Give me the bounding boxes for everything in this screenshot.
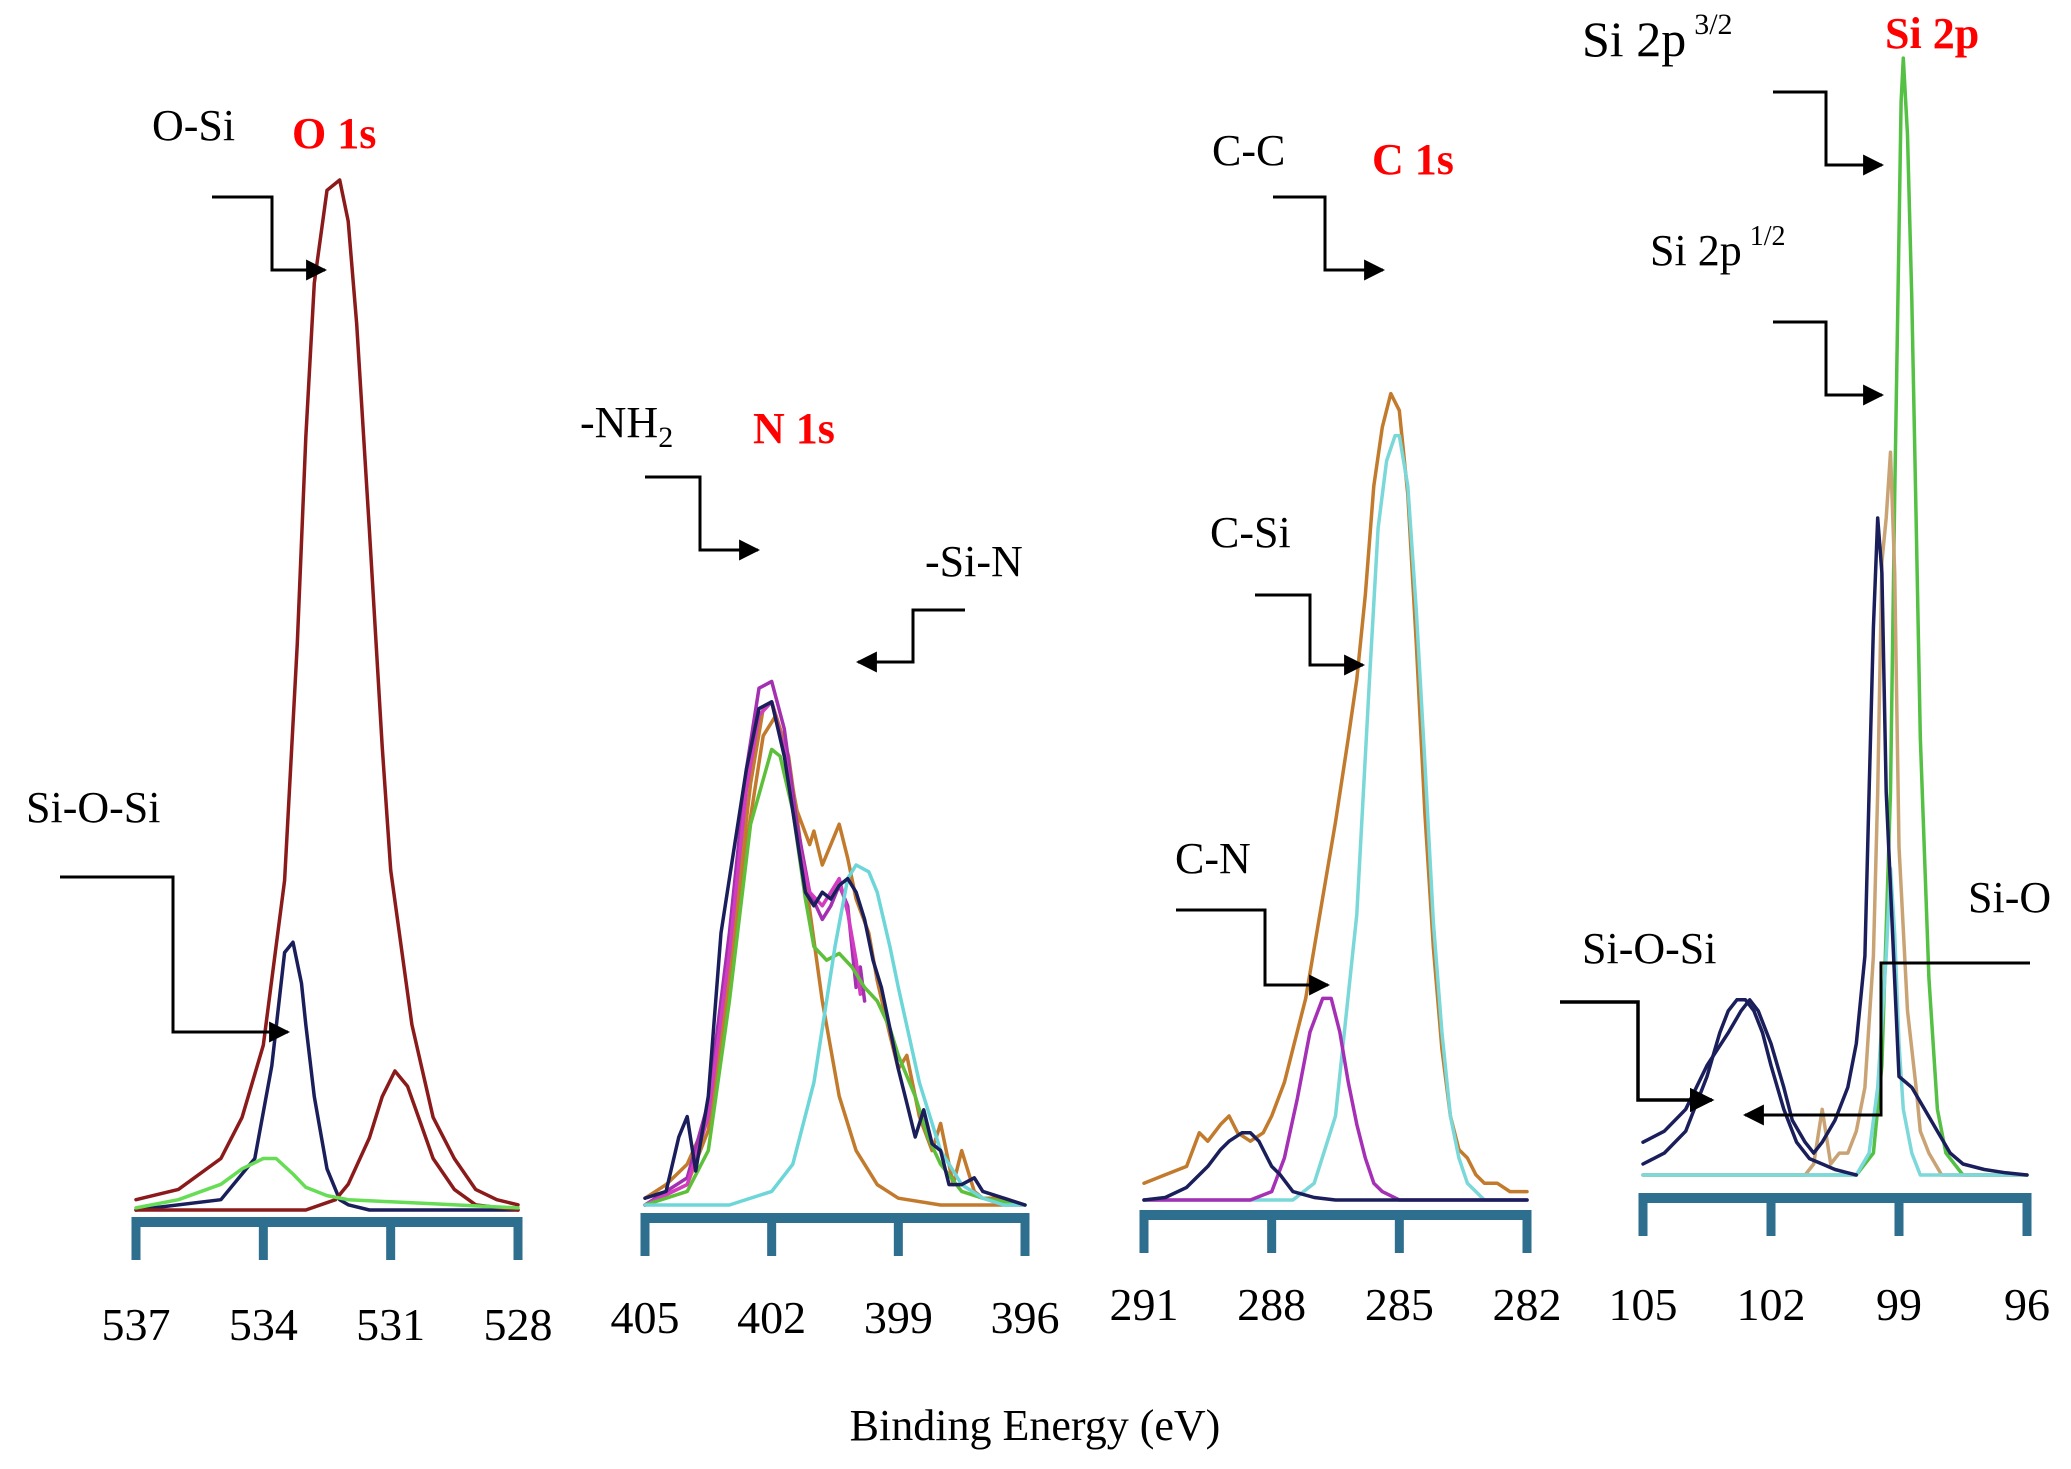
x-axis-label: Binding Energy (eV) [850,1401,1221,1450]
si-o-arrow [1742,961,2030,1126]
si2p12-arrow [1773,320,1885,406]
si2p-title: Si 2p [1885,9,1979,58]
series-line-navy [1641,516,2029,1177]
o1s-title: O 1s [292,109,376,158]
series-line-si-2p-1-2 [1641,450,2029,1177]
x-tick-label: 528 [484,1299,553,1350]
si-o-si-arrow-si [1560,1000,1715,1113]
o-si-label: O-Si [152,101,235,150]
series-line-navy [1142,1131,1529,1202]
c-n-arrow [1176,908,1331,996]
si2p32-arrow [1773,90,1885,176]
c1s-title: C 1s [1372,135,1454,184]
series-line-envelope [134,178,520,1207]
c-si-label: C-Si [1210,508,1291,557]
x-tick-label: 399 [864,1292,933,1343]
x-tick-label: 105 [1609,1279,1678,1330]
nh2-arrow [645,475,761,561]
x-tick-label: 396 [991,1292,1060,1343]
c-c-label: C-C [1212,126,1285,175]
x-tick-label: 402 [737,1292,806,1343]
series-line-c-c [1142,433,1529,1202]
series-line-envelope [1142,391,1529,1194]
series-line-si-n [643,863,1027,1207]
si-n-arrow [855,608,965,673]
n1s-panel: 405 402 399 396 [611,679,1060,1343]
c-c-arrow [1273,195,1386,281]
x-tick-label: 99 [1876,1279,1922,1330]
x-tick-label: 405 [611,1292,680,1343]
si-o-si-label-si: Si-O-Si [1582,924,1716,973]
series-line-si-o-si [134,940,520,1212]
x-tick-label: 534 [229,1299,298,1350]
x-tick-label: 291 [1110,1279,1179,1330]
x-tick-label: 285 [1365,1279,1434,1330]
series-line-minor [134,1156,520,1210]
x-tick-label: 282 [1493,1279,1562,1330]
si2p32-label: Si 2p 3/2 [1582,8,1733,67]
si-o-si-label-o: Si-O-Si [26,783,160,832]
x-tick-label: 288 [1237,1279,1306,1330]
c-n-label: C-N [1175,834,1251,883]
series-line-cyan [1641,866,2029,1177]
series-line-c-n [1142,996,1529,1202]
c1s-panel: 291 288 285 282 [1110,391,1562,1330]
o1s-panel: 537 534 531 528 [102,178,553,1350]
o-si-arrow [212,195,328,281]
x-tick-label: 537 [102,1299,171,1350]
series-line-si-o-si-fit [1641,998,1859,1177]
series-line-navy [643,700,1027,1207]
nh2-label: -NH2 [580,398,673,454]
x-tick-label: 531 [356,1299,425,1350]
si2p12-label: Si 2p 1/2 [1650,221,1785,275]
series-line-o-si-component [134,1069,520,1212]
si-n-label: -Si-N [925,537,1023,586]
si-o-label: Si-O [1968,873,2051,922]
x-tick-label: 96 [2004,1279,2050,1330]
n1s-title: N 1s [753,404,835,453]
c-si-arrow [1255,593,1366,676]
si-o-si-arrow-o [60,875,291,1043]
x-tick-label: 102 [1737,1279,1806,1330]
